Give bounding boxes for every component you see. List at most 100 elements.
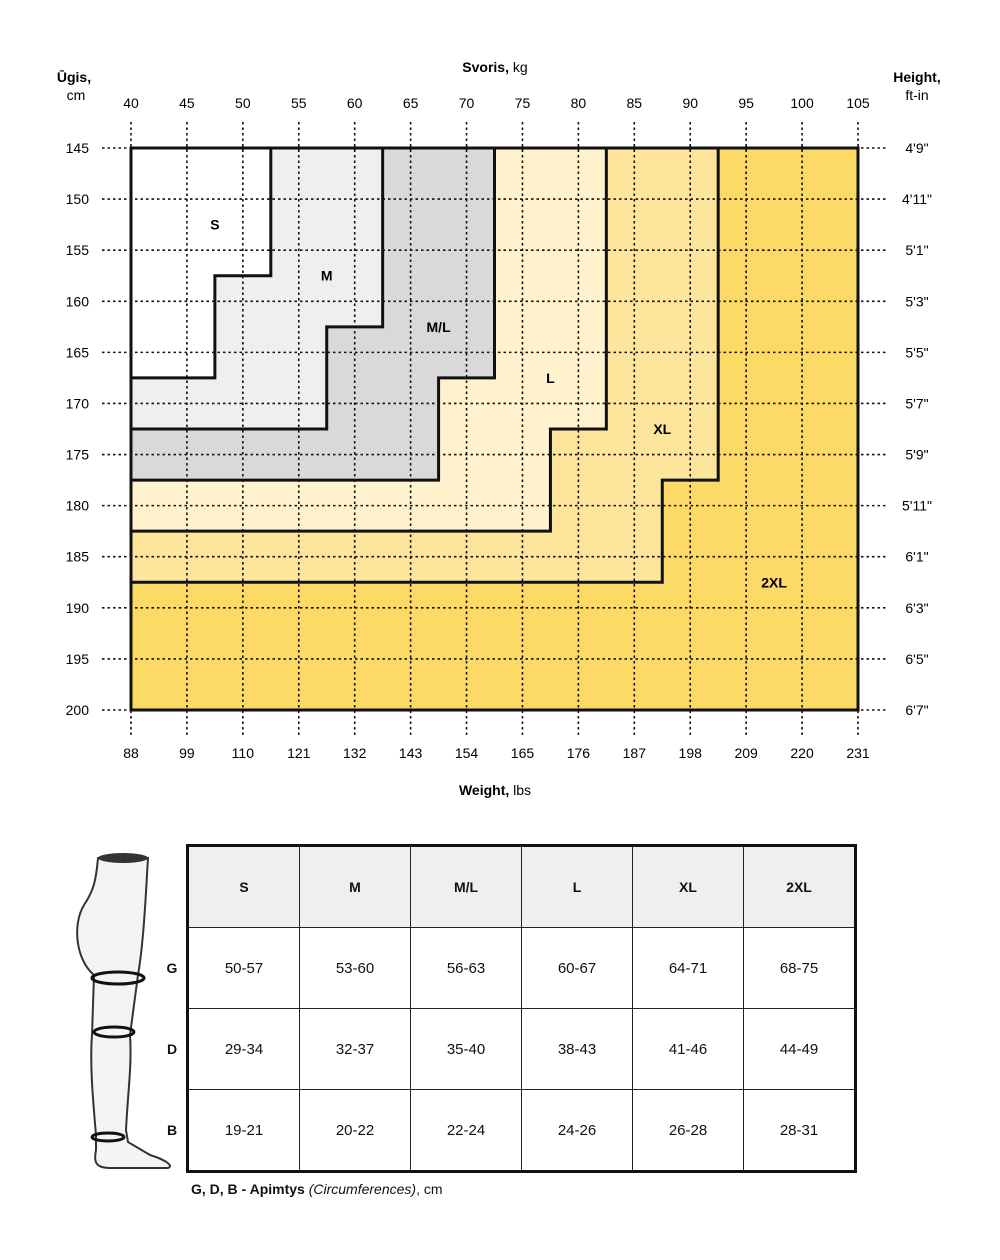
bottom-tick-label: 176	[567, 745, 591, 761]
right-tick-label: 5'5"	[905, 344, 928, 360]
table-footnote: G, D, B - Apimtys (Circumferences), cm	[191, 1181, 443, 1197]
right-tick-label: 5'1"	[905, 242, 928, 258]
right-tick-label: 6'3"	[905, 600, 928, 616]
top-tick-label: 50	[235, 95, 251, 111]
table-row: 29-34 32-37 35-40 38-43 41-46 44-49	[187, 1008, 856, 1090]
left-tick-label: 195	[66, 651, 90, 667]
table-cell: 38-43	[521, 1008, 633, 1090]
size-region-s	[131, 148, 271, 378]
top-tick-label: 95	[738, 95, 754, 111]
left-tick-label: 175	[66, 447, 90, 463]
bottom-tick-label: 154	[455, 745, 479, 761]
left-tick-label: 190	[66, 600, 90, 616]
table-cell: 26-28	[632, 1089, 744, 1172]
right-tick-label: 6'7"	[905, 702, 928, 718]
table-cell: 50-57	[187, 927, 300, 1009]
bottom-tick-label: 99	[179, 745, 195, 761]
bottom-tick-label: 198	[679, 745, 703, 761]
row-label-g: G	[166, 960, 178, 976]
left-tick-label: 180	[66, 498, 90, 514]
header-cell: XL	[632, 845, 744, 928]
table-cell: 53-60	[299, 927, 411, 1009]
table-cell: 24-26	[521, 1089, 633, 1172]
table-cell: 32-37	[299, 1008, 411, 1090]
right-tick-label: 4'11"	[902, 191, 932, 207]
size-label: M/L	[427, 319, 452, 335]
top-tick-label: 55	[291, 95, 307, 111]
table-cell: 20-22	[299, 1089, 411, 1172]
top-axis-title: Svoris, kg	[462, 59, 527, 75]
bottom-tick-label: 220	[790, 745, 814, 761]
table-header-row: S M M/L L XL 2XL	[187, 845, 856, 928]
size-boundary	[129, 146, 860, 712]
header-cell: L	[521, 845, 633, 928]
left-axis-title-1: Ūgis,	[57, 69, 91, 85]
size-label: L	[546, 370, 555, 386]
table-cell: 41-46	[632, 1008, 744, 1090]
bottom-tick-label: 165	[511, 745, 535, 761]
row-label-b: B	[166, 1122, 178, 1138]
header-cell: M	[299, 845, 411, 928]
table-cell: 22-24	[410, 1089, 522, 1172]
table-cell: 64-71	[632, 927, 744, 1009]
size-label: XL	[653, 421, 671, 437]
right-tick-label: 4'9"	[905, 140, 928, 156]
size-label: S	[210, 217, 219, 233]
table-row: 19-21 20-22 22-24 24-26 26-28 28-31	[187, 1089, 856, 1172]
top-tick-label: 70	[459, 95, 475, 111]
left-tick-label: 165	[66, 344, 90, 360]
right-tick-label: 6'5"	[905, 651, 928, 667]
table-cell: 29-34	[187, 1008, 300, 1090]
size-label: M	[321, 268, 333, 284]
top-tick-label: 85	[627, 95, 643, 111]
right-tick-label: 5'9"	[905, 447, 928, 463]
table-cell: 28-31	[743, 1089, 856, 1172]
circumference-table: S M M/L L XL 2XL 50-57 53-60 56-63 60-67…	[186, 844, 857, 1173]
left-tick-label: 200	[66, 702, 90, 718]
size-chart: 40 88 45 99 50 110 55 121 60 132 65 143 70 154 75 165 80…	[57, 59, 941, 798]
left-tick-label: 170	[66, 395, 90, 411]
table-cell: 56-63	[410, 927, 522, 1009]
left-tick-label: 145	[66, 140, 90, 156]
bottom-axis-title: Weight, lbs	[459, 782, 531, 798]
right-axis-title-1: Height,	[893, 69, 940, 85]
top-tick-label: 90	[682, 95, 698, 111]
bottom-tick-label: 209	[734, 745, 758, 761]
bottom-tick-label: 187	[623, 745, 647, 761]
left-tick-label: 155	[66, 242, 90, 258]
size-label: 2XL	[761, 574, 787, 590]
header-cell: 2XL	[743, 845, 856, 928]
left-tick-label: 160	[66, 293, 90, 309]
top-tick-label: 75	[515, 95, 531, 111]
left-axis-title-2: cm	[67, 87, 86, 103]
table-cell: 68-75	[743, 927, 856, 1009]
row-label-d: D	[166, 1041, 178, 1057]
left-tick-label: 185	[66, 549, 90, 565]
bottom-tick-label: 88	[123, 745, 139, 761]
header-cell: S	[187, 845, 300, 928]
top-tick-label: 65	[403, 95, 419, 111]
table-row: 50-57 53-60 56-63 60-67 64-71 68-75	[187, 927, 856, 1009]
right-tick-label: 6'1"	[905, 549, 928, 565]
bottom-tick-label: 231	[846, 745, 870, 761]
bottom-tick-label: 143	[399, 745, 423, 761]
bottom-tick-label: 121	[287, 745, 311, 761]
top-tick-label: 60	[347, 95, 363, 111]
bottom-tick-label: 132	[343, 745, 367, 761]
bottom-tick-label: 110	[232, 745, 255, 761]
table-cell: 44-49	[743, 1008, 856, 1090]
left-tick-label: 150	[66, 191, 90, 207]
leg-illustration	[76, 853, 171, 1169]
right-tick-label: 5'11"	[902, 498, 932, 514]
top-tick-label: 105	[846, 95, 870, 111]
table-cell: 60-67	[521, 927, 633, 1009]
top-tick-label: 40	[123, 95, 139, 111]
right-tick-label: 5'3"	[905, 293, 928, 309]
top-tick-label: 80	[571, 95, 587, 111]
top-tick-label: 100	[790, 95, 814, 111]
table-cell: 35-40	[410, 1008, 522, 1090]
right-axis-title-2: ft-in	[905, 87, 928, 103]
top-tick-label: 45	[179, 95, 195, 111]
header-cell: M/L	[410, 845, 522, 928]
